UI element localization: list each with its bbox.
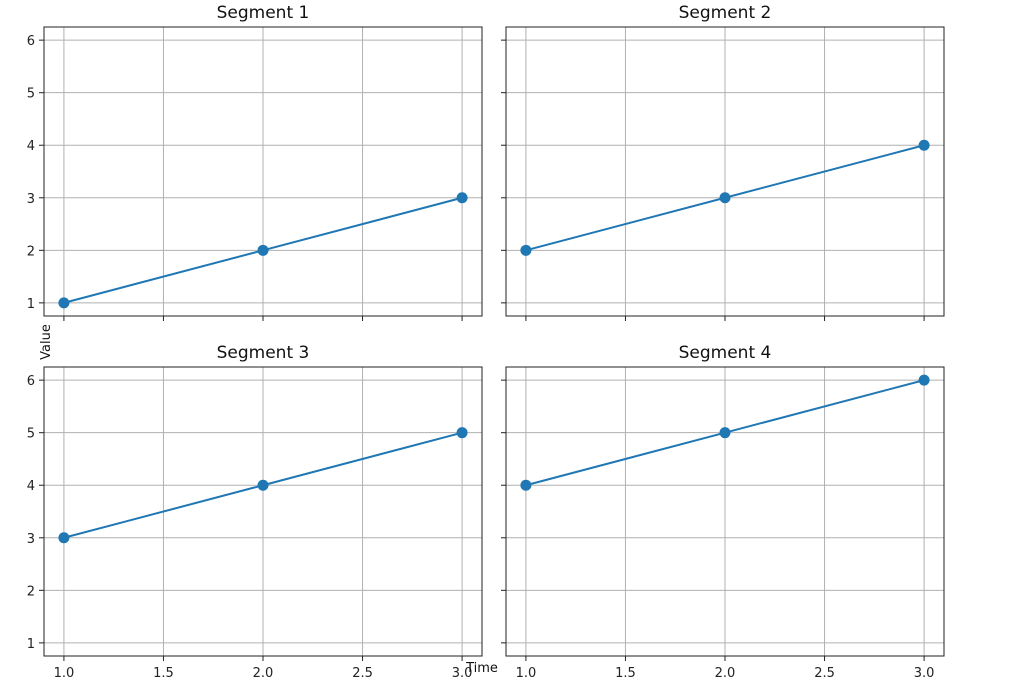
subplot-2: Segment 2 (501, 3, 945, 321)
y-tick-label: 6 (27, 34, 35, 49)
y-tick-label: 5 (27, 87, 35, 102)
y-tick-label: 6 (27, 374, 35, 389)
x-tick-label: 3.0 (914, 666, 935, 681)
y-tick-label: 1 (27, 297, 35, 312)
y-tick-label: 3 (27, 532, 35, 547)
y-tick-label: 2 (27, 584, 35, 599)
subplot-1: 1 2 3 4 5 6 Segment 1 (27, 3, 483, 321)
data-point (918, 374, 930, 386)
data-point (520, 244, 532, 256)
x-tick-label: 1.5 (615, 666, 636, 681)
y-tick-label: 4 (27, 479, 35, 494)
subplot-grid: 1 2 3 4 5 6 Segment 1 Segment 2 1 2 3 4 5 6 1.0 1.5 2.0 2… (27, 3, 945, 681)
subplot-title: Segment 1 (217, 3, 310, 23)
y-tick-label: 5 (27, 427, 35, 442)
y-axis-label: Value (39, 324, 54, 360)
data-point (719, 192, 731, 204)
y-tick-label: 3 (27, 192, 35, 207)
x-tick-label: 2.0 (253, 666, 274, 681)
y-tick-label: 1 (27, 637, 35, 652)
data-point (257, 479, 269, 491)
subplot-title: Segment 3 (217, 343, 310, 363)
x-tick-label: 1.0 (54, 666, 75, 681)
y-tick-label: 4 (27, 139, 35, 154)
subplot-3: 1 2 3 4 5 6 1.0 1.5 2.0 2.5 3.0 Segment 3 (27, 343, 483, 681)
subplot-title: Segment 2 (679, 3, 772, 23)
data-point (58, 297, 70, 309)
data-point (257, 244, 269, 256)
data-point (719, 427, 731, 439)
data-point (456, 427, 468, 439)
x-tick-label: 2.5 (352, 666, 373, 681)
x-tick-label: 2.0 (715, 666, 736, 681)
subplot-4: 1.0 1.5 2.0 2.5 3.0 Segment 4 (501, 343, 945, 681)
x-tick-label: 3.0 (452, 666, 473, 681)
x-tick-label: 1.5 (153, 666, 174, 681)
x-tick-label: 1.0 (516, 666, 537, 681)
data-point (918, 139, 930, 151)
data-point (520, 479, 532, 491)
x-axis-label: Time (465, 661, 498, 676)
y-tick-label: 2 (27, 244, 35, 259)
data-point (456, 192, 468, 204)
data-point (58, 532, 70, 544)
x-tick-label: 2.5 (814, 666, 835, 681)
subplot-title: Segment 4 (679, 343, 772, 363)
